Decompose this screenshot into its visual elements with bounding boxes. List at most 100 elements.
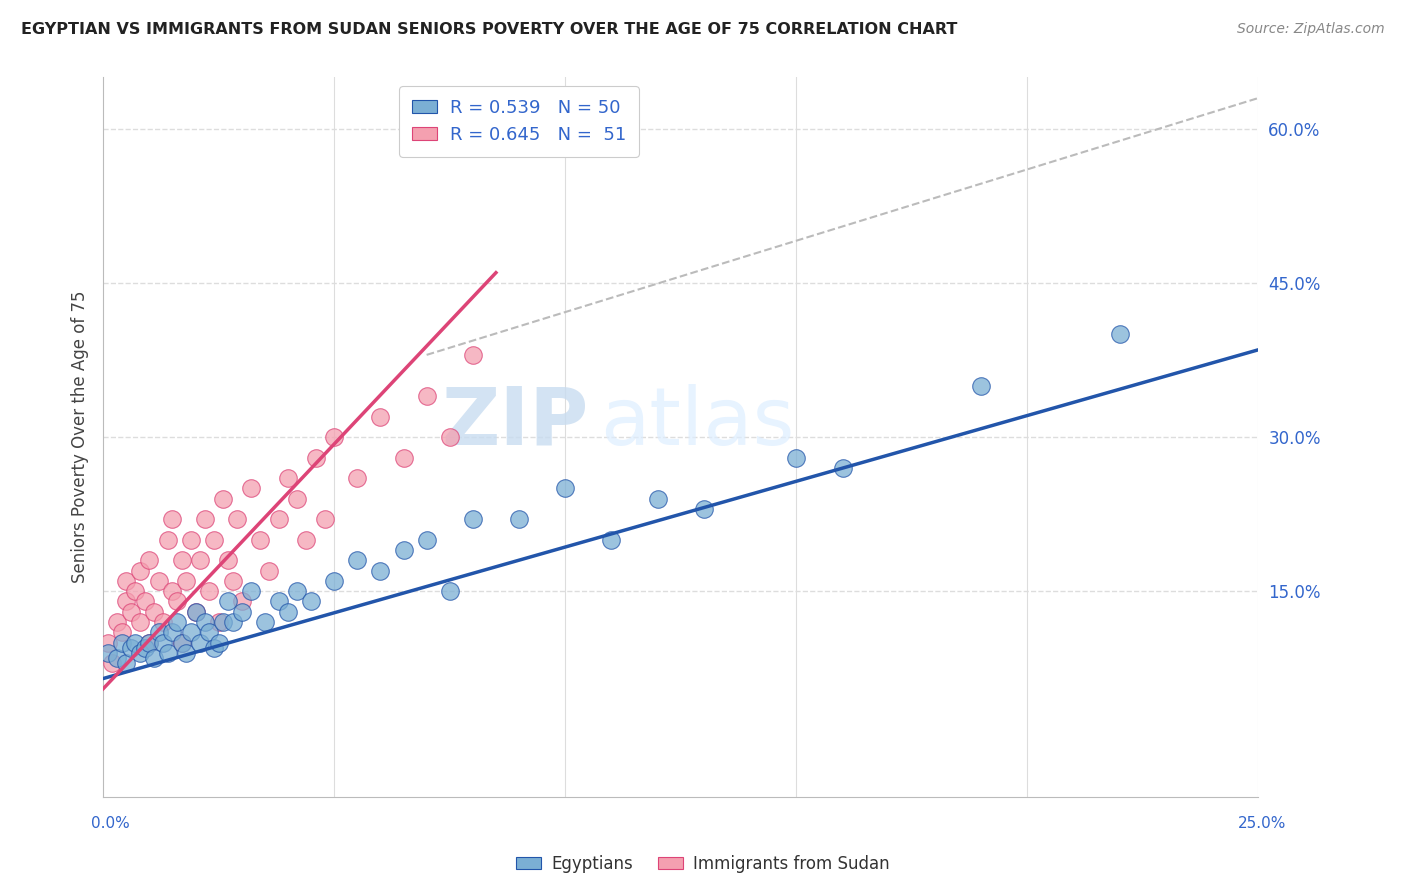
Point: [295, 533, 318, 547]
Point: [105, 651, 128, 665]
Point: [138, 553, 160, 567]
Text: 25.0%: 25.0%: [1239, 816, 1286, 831]
Point: [693, 502, 716, 516]
Point: [202, 533, 225, 547]
Text: EGYPTIAN VS IMMIGRANTS FROM SUDAN SENIORS POVERTY OVER THE AGE OF 75 CORRELATION: EGYPTIAN VS IMMIGRANTS FROM SUDAN SENIOR…: [21, 22, 957, 37]
Point: [148, 625, 170, 640]
Point: [176, 646, 198, 660]
Text: Source: ZipAtlas.com: Source: ZipAtlas.com: [1237, 22, 1385, 37]
Text: ZIP: ZIP: [441, 384, 588, 462]
Point: [97, 646, 120, 660]
Point: [240, 584, 263, 599]
Point: [138, 635, 160, 649]
Point: [124, 635, 146, 649]
Point: [129, 564, 152, 578]
Point: [208, 615, 231, 629]
Point: [180, 533, 202, 547]
Point: [184, 605, 207, 619]
Point: [115, 574, 138, 588]
Point: [170, 635, 193, 649]
Point: [134, 594, 156, 608]
Point: [323, 430, 346, 444]
Point: [198, 584, 221, 599]
Point: [188, 635, 211, 649]
Point: [554, 482, 576, 496]
Point: [370, 564, 392, 578]
Point: [162, 584, 184, 599]
Point: [148, 574, 170, 588]
Point: [392, 450, 415, 465]
Point: [277, 605, 299, 619]
Point: [143, 651, 166, 665]
Point: [346, 471, 368, 485]
Text: atlas: atlas: [600, 384, 794, 462]
Point: [152, 635, 174, 649]
Point: [212, 615, 235, 629]
Point: [170, 553, 193, 567]
Point: [97, 635, 120, 649]
Point: [212, 491, 235, 506]
Point: [120, 640, 142, 655]
Point: [370, 409, 392, 424]
Point: [415, 533, 437, 547]
Point: [162, 625, 184, 640]
Point: [124, 584, 146, 599]
Point: [198, 625, 221, 640]
Point: [166, 594, 188, 608]
Point: [253, 615, 276, 629]
Point: [166, 615, 188, 629]
Point: [129, 615, 152, 629]
Point: [831, 461, 853, 475]
Legend: R = 0.539   N = 50, R = 0.645   N =  51: R = 0.539 N = 50, R = 0.645 N = 51: [399, 87, 638, 157]
Text: 0.0%: 0.0%: [91, 816, 131, 831]
Point: [110, 625, 132, 640]
Point: [156, 533, 179, 547]
Point: [600, 533, 623, 547]
Point: [415, 389, 437, 403]
Point: [508, 512, 530, 526]
Point: [156, 646, 179, 660]
Point: [785, 450, 807, 465]
Point: [217, 553, 239, 567]
Point: [138, 635, 160, 649]
Point: [120, 605, 142, 619]
Point: [115, 656, 138, 670]
Point: [184, 605, 207, 619]
Point: [249, 533, 271, 547]
Point: [110, 635, 132, 649]
Point: [221, 615, 243, 629]
Point: [152, 615, 174, 629]
Legend: Egyptians, Immigrants from Sudan: Egyptians, Immigrants from Sudan: [509, 848, 897, 880]
Point: [105, 615, 128, 629]
Point: [188, 553, 211, 567]
Point: [267, 512, 290, 526]
Point: [170, 635, 193, 649]
Point: [231, 594, 253, 608]
Point: [143, 605, 166, 619]
Point: [231, 605, 253, 619]
Point: [970, 378, 993, 392]
Point: [202, 640, 225, 655]
Point: [439, 430, 461, 444]
Point: [176, 574, 198, 588]
Point: [277, 471, 299, 485]
Point: [346, 553, 368, 567]
Point: [194, 615, 217, 629]
Point: [1108, 327, 1130, 342]
Point: [285, 584, 308, 599]
Point: [299, 594, 322, 608]
Point: [259, 564, 281, 578]
Point: [461, 512, 484, 526]
Point: [115, 594, 138, 608]
Point: [267, 594, 290, 608]
Point: [208, 635, 231, 649]
Point: [240, 482, 263, 496]
Point: [647, 491, 669, 506]
Point: [134, 640, 156, 655]
Point: [217, 594, 239, 608]
Point: [221, 574, 243, 588]
Point: [305, 450, 328, 465]
Point: [194, 512, 217, 526]
Point: [162, 512, 184, 526]
Point: [323, 574, 346, 588]
